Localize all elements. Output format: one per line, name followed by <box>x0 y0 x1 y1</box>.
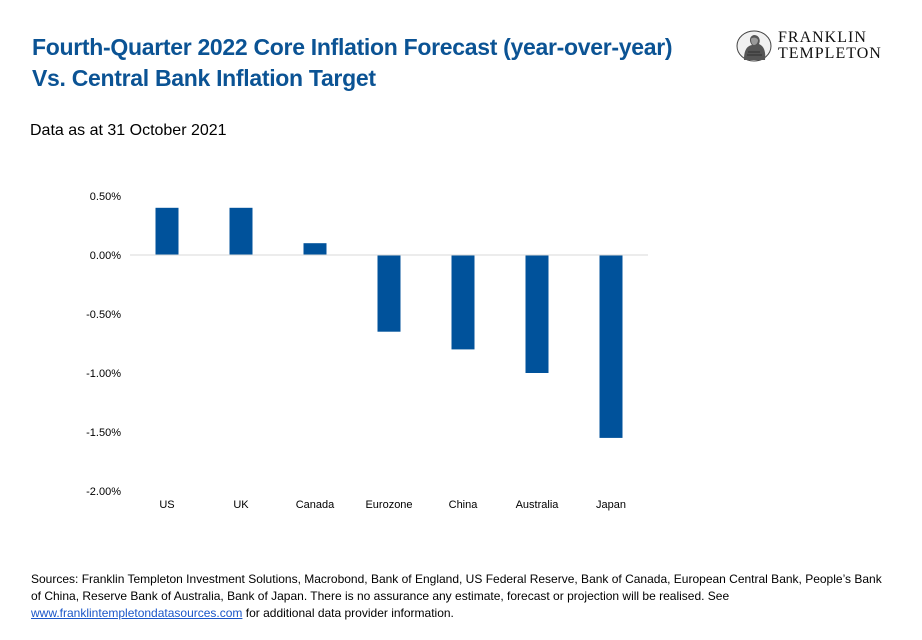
bar-canada <box>303 243 327 255</box>
x-tick-label: Eurozone <box>365 499 412 511</box>
sources-note: Sources: Franklin Templeton Investment S… <box>31 571 891 622</box>
x-tick-label: US <box>159 499 174 511</box>
y-tick-label: -0.50% <box>86 309 121 321</box>
sources-text: Sources: Franklin Templeton Investment S… <box>31 572 882 603</box>
chart-subtitle: Data as at 31 October 2021 <box>30 122 227 139</box>
bar-japan <box>599 255 623 438</box>
x-tick-label: Australia <box>516 499 560 511</box>
sources-after-link-text: for additional data provider information… <box>242 606 454 620</box>
bar-chart: 0.50% 0.00% -0.50% -1.00% -1.50% -2.00% US UK Ca… <box>86 191 648 511</box>
bar-china <box>451 255 475 350</box>
franklin-templeton-logo: FRANKLIN TEMPLETON <box>735 30 895 64</box>
y-tick-label: -1.00% <box>86 368 121 380</box>
benjamin-franklin-portrait-icon <box>736 30 772 62</box>
x-tick-label: Canada <box>296 499 335 511</box>
data-sources-link[interactable]: www.franklintempletondatasources.com <box>31 606 243 620</box>
x-tick-label: Japan <box>596 499 626 511</box>
logo-text-line-2: TEMPLETON <box>778 45 882 62</box>
bar-australia <box>525 255 549 373</box>
y-tick-label: 0.00% <box>90 250 121 262</box>
logo-text-line-1: FRANKLIN <box>778 29 867 46</box>
bar-eurozone <box>377 255 401 332</box>
y-tick-label: -1.50% <box>86 427 121 439</box>
y-tick-label: -2.00% <box>86 486 121 498</box>
bar-us <box>155 207 179 255</box>
x-tick-label: UK <box>233 499 249 511</box>
bar-uk <box>229 207 253 255</box>
y-tick-label: 0.50% <box>90 191 121 203</box>
x-tick-label: China <box>449 499 479 511</box>
chart-title: Fourth-Quarter 2022 Core Inflation Forec… <box>32 32 732 94</box>
title-line-1: Fourth-Quarter 2022 Core Inflation Forec… <box>32 34 673 60</box>
title-line-2: Vs. Central Bank Inflation Target <box>32 65 376 91</box>
